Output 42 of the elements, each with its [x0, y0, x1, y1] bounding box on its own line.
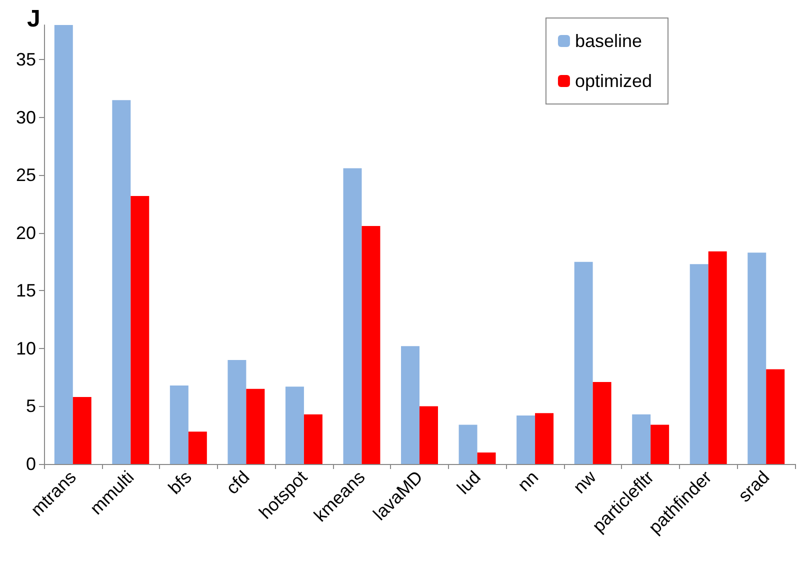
bar — [285, 386, 304, 464]
bar — [458, 424, 478, 464]
bar — [246, 388, 265, 464]
bar — [343, 168, 362, 464]
bar — [766, 369, 785, 464]
legend-label: baseline — [574, 31, 642, 51]
y-tick-label: 15 — [16, 280, 36, 301]
bar — [574, 262, 593, 464]
y-tick-label: 35 — [16, 50, 36, 70]
bar — [188, 432, 207, 464]
y-tick-label: 20 — [16, 222, 36, 243]
bar — [708, 251, 727, 464]
bar — [690, 264, 708, 464]
bar — [228, 360, 246, 464]
bar — [592, 382, 612, 464]
bar — [72, 396, 92, 464]
bar — [632, 414, 651, 464]
legend-label: optimized — [574, 71, 652, 91]
chart-title: J — [27, 6, 40, 32]
bar — [650, 424, 670, 464]
y-tick-label: 10 — [16, 338, 36, 358]
bar — [54, 25, 73, 464]
bar — [304, 414, 322, 464]
bar — [748, 252, 766, 464]
x-tick-label: nn — [514, 466, 542, 496]
bar — [401, 346, 420, 464]
bar — [420, 406, 438, 464]
bar — [362, 226, 380, 464]
bar — [516, 415, 536, 464]
bar — [170, 385, 188, 464]
x-tick-label: bfs — [164, 466, 196, 498]
x-tick-label: cfd — [222, 466, 254, 498]
bar — [130, 196, 150, 464]
bar — [477, 452, 496, 464]
y-tick-label: 25 — [16, 165, 36, 186]
y-tick-label: 0 — [26, 454, 36, 474]
bar — [112, 100, 131, 464]
bar — [535, 413, 554, 464]
y-tick-label: 30 — [16, 107, 36, 128]
y-tick-label: 5 — [26, 396, 36, 416]
x-tick-label: nw — [569, 466, 601, 498]
x-tick-label: lud — [453, 466, 484, 498]
